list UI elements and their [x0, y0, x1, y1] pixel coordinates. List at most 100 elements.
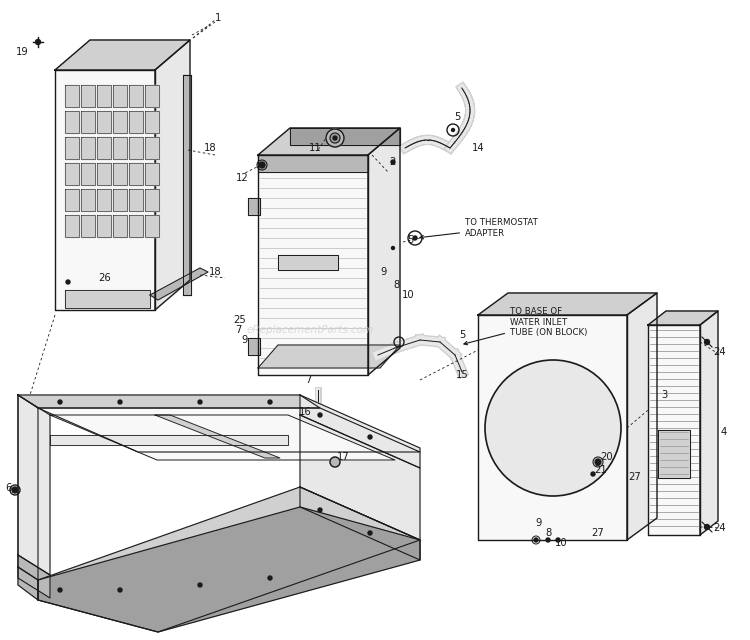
Text: 5: 5	[459, 330, 465, 340]
Text: 25: 25	[234, 315, 246, 325]
Polygon shape	[18, 567, 38, 600]
Polygon shape	[248, 198, 260, 215]
Polygon shape	[648, 325, 700, 535]
Circle shape	[326, 129, 344, 147]
Polygon shape	[113, 137, 127, 159]
Text: 9: 9	[536, 518, 542, 528]
Polygon shape	[700, 311, 718, 535]
Polygon shape	[65, 215, 79, 237]
Polygon shape	[113, 215, 127, 237]
Text: TO THERMOSTAT
ADAPTER: TO THERMOSTAT ADAPTER	[420, 218, 538, 239]
Polygon shape	[129, 163, 143, 185]
Polygon shape	[129, 215, 143, 237]
Polygon shape	[81, 137, 95, 159]
Text: 8: 8	[546, 528, 552, 538]
Circle shape	[595, 459, 601, 465]
Polygon shape	[648, 311, 718, 325]
Polygon shape	[300, 415, 420, 540]
Polygon shape	[145, 215, 159, 237]
Circle shape	[391, 160, 395, 164]
Polygon shape	[81, 85, 95, 107]
Polygon shape	[81, 111, 95, 133]
Polygon shape	[290, 128, 400, 145]
Text: 27: 27	[592, 528, 604, 538]
Polygon shape	[248, 338, 260, 355]
Polygon shape	[97, 163, 111, 185]
Text: 7: 7	[235, 325, 242, 335]
Text: 9: 9	[242, 335, 248, 345]
Polygon shape	[258, 155, 368, 172]
Circle shape	[330, 133, 340, 143]
Circle shape	[318, 508, 322, 512]
Polygon shape	[150, 268, 208, 300]
Circle shape	[704, 525, 710, 529]
Circle shape	[368, 435, 372, 439]
Polygon shape	[97, 85, 111, 107]
Polygon shape	[300, 395, 420, 468]
Text: 5: 5	[406, 235, 413, 245]
Text: 18: 18	[209, 267, 221, 277]
Circle shape	[35, 40, 40, 45]
Circle shape	[118, 400, 122, 404]
Polygon shape	[81, 215, 95, 237]
Text: 27: 27	[628, 472, 641, 482]
Text: 2: 2	[388, 157, 395, 167]
Polygon shape	[65, 290, 150, 308]
Circle shape	[12, 487, 18, 493]
Polygon shape	[478, 293, 657, 315]
Text: 18: 18	[204, 143, 216, 153]
Circle shape	[534, 538, 538, 542]
Text: 9: 9	[381, 267, 387, 277]
Polygon shape	[97, 215, 111, 237]
Text: eReplacementParts.com: eReplacementParts.com	[247, 325, 374, 335]
Circle shape	[556, 538, 560, 542]
Polygon shape	[278, 255, 338, 270]
Text: 3: 3	[661, 390, 668, 400]
Text: 5: 5	[454, 112, 460, 122]
Polygon shape	[18, 555, 50, 598]
Circle shape	[259, 162, 265, 168]
Polygon shape	[627, 293, 657, 540]
Polygon shape	[81, 163, 95, 185]
Text: 24: 24	[714, 347, 726, 357]
Text: 14: 14	[472, 143, 484, 153]
Polygon shape	[145, 163, 159, 185]
Circle shape	[452, 129, 454, 131]
Circle shape	[413, 236, 417, 240]
Circle shape	[58, 400, 62, 404]
Polygon shape	[368, 128, 400, 375]
Text: 4: 4	[721, 427, 727, 437]
Polygon shape	[50, 415, 395, 460]
Circle shape	[268, 576, 272, 580]
Circle shape	[58, 588, 62, 592]
Text: 8: 8	[393, 280, 399, 290]
Polygon shape	[81, 189, 95, 211]
Circle shape	[392, 246, 394, 250]
Polygon shape	[113, 163, 127, 185]
Polygon shape	[38, 408, 420, 452]
Text: 15: 15	[456, 370, 468, 380]
Circle shape	[66, 280, 70, 284]
Polygon shape	[129, 111, 143, 133]
Polygon shape	[145, 137, 159, 159]
Polygon shape	[97, 137, 111, 159]
Circle shape	[485, 360, 621, 496]
Polygon shape	[258, 345, 400, 368]
Polygon shape	[55, 40, 190, 70]
Polygon shape	[300, 487, 420, 560]
Circle shape	[333, 136, 337, 140]
Text: 6: 6	[4, 483, 11, 493]
Text: 26: 26	[99, 273, 112, 283]
Text: 16: 16	[298, 407, 311, 417]
Polygon shape	[129, 137, 143, 159]
Circle shape	[118, 588, 122, 592]
Polygon shape	[65, 111, 79, 133]
Circle shape	[704, 339, 710, 344]
Polygon shape	[129, 85, 143, 107]
Text: 7: 7	[304, 375, 311, 385]
Polygon shape	[38, 487, 420, 632]
Polygon shape	[18, 395, 50, 575]
Circle shape	[198, 583, 202, 587]
Text: 10: 10	[402, 290, 414, 300]
Polygon shape	[18, 395, 320, 408]
